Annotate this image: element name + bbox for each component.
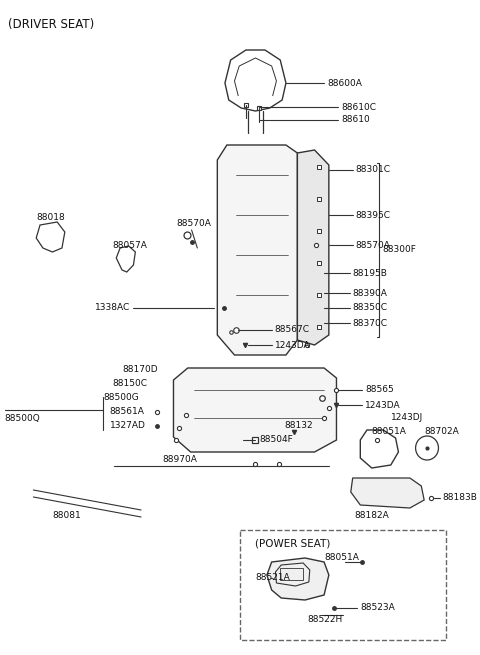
Text: 88702A: 88702A [424,428,459,436]
Text: 88057A: 88057A [112,240,147,250]
Text: 88183B: 88183B [442,493,477,502]
Text: 88610: 88610 [341,115,370,124]
Bar [240,530,446,640]
Text: 88565: 88565 [365,386,394,394]
Text: 88051A: 88051A [372,428,407,436]
Polygon shape [217,145,298,355]
Text: 88500Q: 88500Q [5,413,40,422]
Text: 1338AC: 1338AC [96,303,131,312]
Polygon shape [267,558,329,600]
Polygon shape [351,478,424,508]
Text: 88500G: 88500G [103,392,139,402]
Text: 1243DA: 1243DA [275,341,310,350]
Text: 1327AD: 1327AD [109,422,145,430]
Text: 88195B: 88195B [353,269,387,278]
Text: 88300F: 88300F [382,246,416,255]
Text: 88370C: 88370C [353,318,388,328]
Text: (DRIVER SEAT): (DRIVER SEAT) [8,18,94,31]
Text: 88522H: 88522H [307,616,342,624]
Text: 88567C: 88567C [275,326,310,335]
Text: 88570A: 88570A [176,219,211,227]
Text: 88051A: 88051A [324,553,359,563]
Text: 88561A: 88561A [109,407,144,417]
Bar [280,568,303,580]
Text: 88523A: 88523A [360,603,395,612]
Text: 88395C: 88395C [356,210,391,219]
Text: (POWER SEAT): (POWER SEAT) [255,539,331,549]
Text: 88570A: 88570A [356,240,390,250]
Text: 88600A: 88600A [327,79,362,88]
Text: 88081: 88081 [52,510,81,519]
Text: 88132: 88132 [284,422,312,430]
Polygon shape [173,368,336,452]
Text: 88504F: 88504F [259,436,293,445]
Text: 88610C: 88610C [341,102,376,111]
Text: 88350C: 88350C [353,303,388,312]
Text: 88018: 88018 [36,214,65,223]
Text: 88170D: 88170D [122,365,157,375]
Text: 88521A: 88521A [255,574,290,582]
Polygon shape [298,150,329,345]
Text: 88301C: 88301C [356,166,391,174]
Text: 88970A: 88970A [162,455,197,464]
Text: 88182A: 88182A [354,510,389,519]
Text: 1243DJ: 1243DJ [391,413,423,422]
Text: 1243DA: 1243DA [365,400,401,409]
Text: 88390A: 88390A [353,288,387,297]
Text: 88150C: 88150C [112,379,147,388]
